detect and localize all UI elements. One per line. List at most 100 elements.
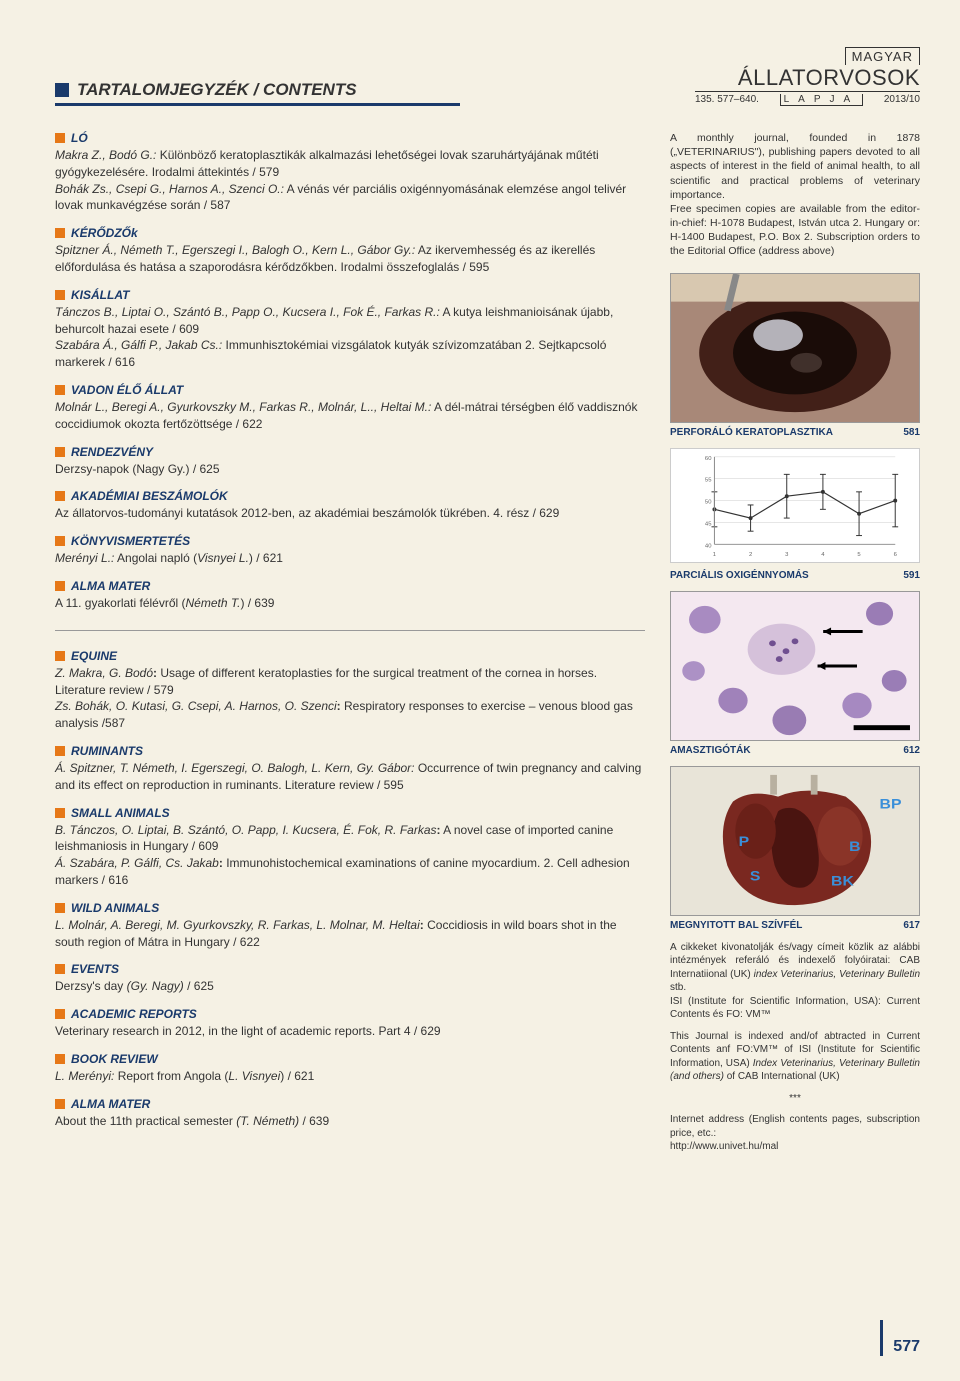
figure-heart: BP P B S BK MEGNYITOTT BAL SZÍVFÉL 617	[670, 766, 920, 931]
section-body: Merényi L.: Angolai napló (Visnyei L.) /…	[55, 550, 645, 567]
section-label: KÉRŐDZŐk	[71, 226, 138, 240]
section-heading: KÉRŐDZŐk	[55, 226, 645, 240]
section-label: ALMA MATER	[71, 1097, 150, 1111]
toc-section: AKADÉMIAI BESZÁMOLÓK Az állatorvos-tudomá…	[55, 489, 645, 522]
square-bullet-icon	[55, 808, 65, 818]
section-heading: ACADEMIC REPORTS	[55, 1007, 645, 1021]
section-body: Az állatorvos-tudományi kutatások 2012-b…	[55, 505, 645, 522]
section-body: Makra Z., Bodó G.: Különböző keratoplasz…	[55, 147, 645, 214]
section-heading: WILD ANIMALS	[55, 901, 645, 915]
section-heading: RENDEZVÉNY	[55, 445, 645, 459]
toc-section: KÉRŐDZŐkSpitzner Á., Németh T., Egerszeg…	[55, 226, 645, 276]
section-heading: EVENTS	[55, 962, 645, 976]
section-body: Á. Spitzner, T. Németh, I. Egerszegi, O.…	[55, 760, 645, 794]
figure-keratoplasty: PERFORÁLÓ KERATOPLASZTIKA 581	[670, 273, 920, 438]
svg-text:45: 45	[705, 521, 712, 527]
toc-section: EQUINE Z. Makra, G. Bodó: Usage of differ…	[55, 649, 645, 732]
masthead-supertitle: MAGYAR	[845, 47, 920, 65]
svg-text:P: P	[739, 834, 750, 849]
toc-section: SMALL ANIMALS B. Tánczos, O. Liptai, B. S…	[55, 806, 645, 889]
square-bullet-icon	[55, 746, 65, 756]
section-label: KISÁLLAT	[71, 288, 129, 302]
svg-text:60: 60	[705, 455, 712, 461]
divider	[55, 630, 645, 631]
figure-page: 612	[903, 745, 920, 756]
toc-section: RENDEZVÉNYDerzsy-napok (Nagy Gy.) / 625	[55, 445, 645, 478]
section-heading: ALMA MATER	[55, 1097, 645, 1111]
figure-page: 617	[903, 920, 920, 931]
sidebar-right-column: A monthly journal, founded in 1878 („VET…	[670, 131, 920, 1154]
figure-image	[670, 591, 920, 741]
square-bullet-icon	[55, 133, 65, 143]
square-bullet-icon	[55, 290, 65, 300]
indexing-p4: Internet address (English contents pages…	[670, 1113, 920, 1154]
square-bullet-icon	[55, 385, 65, 395]
toc-section: ACADEMIC REPORTS Veterinary research in 2…	[55, 1007, 645, 1040]
figure-image	[670, 273, 920, 423]
section-label: RUMINANTS	[71, 744, 143, 758]
section-heading: KISÁLLAT	[55, 288, 645, 302]
figure-caption: AMASZTIGÓTÁK	[670, 745, 751, 756]
square-bullet-icon	[55, 1099, 65, 1109]
masthead-title: ÁLLATORVOSOK	[695, 65, 920, 91]
journal-masthead: MAGYAR ÁLLATORVOSOK 135. 577–640. LAPJA …	[695, 47, 920, 106]
section-body: Molnár L., Beregi A., Gyurkovszky M., Fa…	[55, 399, 645, 433]
toc-section: ALMA MATER A 11. gyakorlati félévről (Ném…	[55, 579, 645, 612]
chart-svg: 4045505560123456	[670, 448, 920, 563]
contents-heading-text: TARTALOMJEGYZÉK / CONTENTS	[77, 80, 357, 100]
separator-stars: ***	[670, 1092, 920, 1106]
section-heading: KÖNYVISMERTETÉS	[55, 534, 645, 548]
section-heading: SMALL ANIMALS	[55, 806, 645, 820]
section-body: Veterinary research in 2012, in the ligh…	[55, 1023, 645, 1040]
svg-text:55: 55	[705, 477, 712, 483]
indexing-p1: A cikkeket kivonatolják és/vagy címeit k…	[670, 941, 920, 995]
figure-caption: MEGNYITOTT BAL SZÍVFÉL	[670, 920, 802, 931]
square-bullet-icon	[55, 447, 65, 457]
about-p2: Free specimen copies are available from …	[670, 202, 920, 259]
section-label: EQUINE	[71, 649, 117, 663]
section-heading: RUMINANTS	[55, 744, 645, 758]
masthead-subtitle: LAPJA	[780, 94, 864, 106]
svg-text:40: 40	[705, 543, 712, 549]
masthead-issue-right: 2013/10	[884, 94, 920, 106]
section-label: AKADÉMIAI BESZÁMOLÓK	[71, 489, 228, 503]
section-label: ALMA MATER	[71, 579, 150, 593]
figure-caption: PARCIÁLIS OXIGÉNNYOMÁS	[670, 570, 809, 581]
svg-text:S: S	[750, 869, 761, 884]
section-body: L. Molnár, A. Beregi, M. Gyurkovszky, R.…	[55, 917, 645, 951]
section-heading: EQUINE	[55, 649, 645, 663]
section-label: LÓ	[71, 131, 88, 145]
figure-page: 591	[903, 570, 920, 581]
section-label: EVENTS	[71, 962, 119, 976]
section-label: WILD ANIMALS	[71, 901, 159, 915]
section-body: B. Tánczos, O. Liptai, B. Szántó, O. Pap…	[55, 822, 645, 889]
contents-left-column: LÓ Makra Z., Bodó G.: Különböző keratopla…	[55, 131, 645, 1154]
square-bullet-icon	[55, 491, 65, 501]
toc-section: ALMA MATERAbout the 11th practical semes…	[55, 1097, 645, 1130]
contents-heading: TARTALOMJEGYZÉK / CONTENTS	[55, 80, 460, 106]
square-bullet-icon	[55, 536, 65, 546]
square-bullet-icon	[55, 964, 65, 974]
figure-oxygen-chart: 4045505560123456 PARCIÁLIS OXIGÉNNYOMÁS …	[670, 448, 920, 581]
indexing-info: A cikkeket kivonatolják és/vagy címeit k…	[670, 941, 920, 1154]
square-bullet-icon	[55, 581, 65, 591]
section-label: VADON ÉLŐ ÁLLAT	[71, 383, 183, 397]
square-bullet-icon	[55, 903, 65, 913]
section-body: L. Merényi: Report from Angola (L. Visny…	[55, 1068, 645, 1085]
square-bullet-icon	[55, 1054, 65, 1064]
section-heading: LÓ	[55, 131, 645, 145]
indexing-p3: This Journal is indexed and/of abtracted…	[670, 1030, 920, 1084]
figure-caption: PERFORÁLÓ KERATOPLASZTIKA	[670, 427, 833, 438]
section-body: Z. Makra, G. Bodó: Usage of different ke…	[55, 665, 645, 732]
figure-amastigotes: AMASZTIGÓTÁK 612	[670, 591, 920, 756]
section-body: A 11. gyakorlati félévről (Németh T.) / …	[55, 595, 645, 612]
section-label: BOOK REVIEW	[71, 1052, 158, 1066]
figure-page: 581	[903, 427, 920, 438]
svg-text:B: B	[849, 839, 861, 854]
section-heading: VADON ÉLŐ ÁLLAT	[55, 383, 645, 397]
svg-text:1: 1	[713, 552, 716, 558]
toc-section: LÓ Makra Z., Bodó G.: Különböző keratopla…	[55, 131, 645, 214]
svg-text:50: 50	[705, 499, 712, 505]
svg-text:BP: BP	[880, 797, 902, 812]
indexing-p2: ISI (Institute for Scientific Informatio…	[670, 995, 920, 1022]
